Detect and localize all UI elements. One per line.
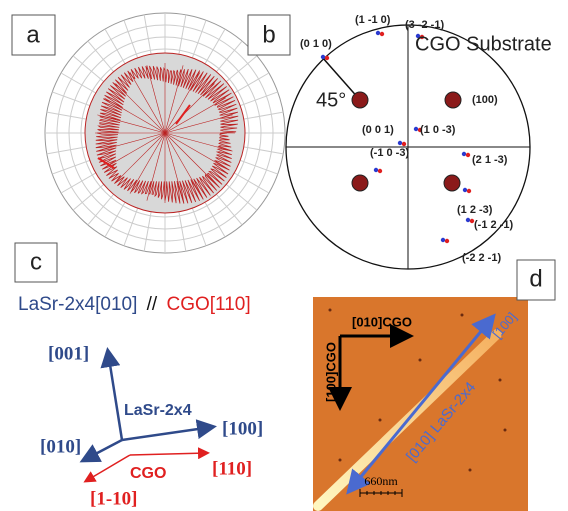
scale-label: 660nm bbox=[364, 474, 398, 488]
speck bbox=[329, 309, 332, 312]
speck bbox=[499, 379, 502, 382]
dot bbox=[378, 169, 382, 173]
speck bbox=[339, 459, 342, 462]
pole-label: (1 0 -3) bbox=[420, 124, 456, 136]
pole bbox=[444, 175, 460, 191]
figure: a b CGO Substrate 45° (1 -1 0) (3 -2 -1) (… bbox=[0, 0, 568, 511]
substrate-label: CGO bbox=[130, 465, 166, 482]
pole bbox=[352, 92, 368, 108]
arrow bbox=[84, 440, 122, 460]
speck bbox=[379, 419, 382, 422]
pole bbox=[445, 92, 461, 108]
dot bbox=[414, 127, 418, 131]
pole-label: (-1 2 -1) bbox=[474, 219, 513, 231]
panel-c: c LaSr-2x4[010] // CGO[110] [001] [100] … bbox=[15, 243, 263, 509]
relation: LaSr-2x4[010] // CGO[110] bbox=[18, 294, 251, 315]
substrate-poles bbox=[352, 92, 461, 191]
pole-label: (1 -1 0) bbox=[355, 14, 391, 26]
arrow bbox=[108, 352, 122, 440]
panel-a: a bbox=[12, 13, 285, 253]
film-poles bbox=[321, 31, 474, 243]
pole-label: (2 1 -3) bbox=[472, 154, 508, 166]
axis-label: [1-10] bbox=[90, 488, 137, 509]
axis-label: [010] bbox=[40, 436, 81, 457]
dot bbox=[402, 142, 406, 146]
speck bbox=[504, 429, 507, 432]
speck bbox=[419, 359, 422, 362]
direction-label: [010]CGO bbox=[352, 314, 412, 329]
pole bbox=[352, 175, 368, 191]
relation-right: CGO[110] bbox=[166, 294, 250, 315]
panel-label: a bbox=[26, 21, 40, 48]
panel-d: d [010]CGO [100]CGO [010] LaSr-2x4 [100]… bbox=[313, 260, 555, 511]
panel-label: b bbox=[262, 21, 275, 48]
speck bbox=[461, 314, 464, 317]
pole-label: (0 1 0) bbox=[300, 38, 332, 50]
dot bbox=[463, 188, 467, 192]
dot bbox=[467, 189, 471, 193]
direction-label: [100]CGO bbox=[323, 342, 338, 402]
axis-label: [100] bbox=[222, 418, 263, 439]
panel-label: d bbox=[529, 265, 542, 292]
dot bbox=[325, 56, 329, 60]
dot bbox=[376, 31, 380, 35]
pole-label: (1 2 -3) bbox=[457, 204, 493, 216]
dot bbox=[466, 153, 470, 157]
pole-label: (3 -2 -1) bbox=[405, 19, 444, 31]
pole-label: (0 0 1) bbox=[362, 124, 394, 136]
arrow bbox=[86, 455, 130, 481]
dot bbox=[441, 238, 445, 242]
dot bbox=[445, 239, 449, 243]
dot bbox=[462, 152, 466, 156]
relation-separator: // bbox=[147, 294, 158, 315]
pole-label: (-2 2 -1) bbox=[462, 252, 501, 264]
dot bbox=[374, 168, 378, 172]
arrow bbox=[122, 427, 212, 440]
film-label: LaSr-2x4 bbox=[124, 402, 192, 419]
relation-left: LaSr-2x4[010] bbox=[18, 294, 137, 315]
pole-label: (-1 0 -3) bbox=[370, 147, 409, 159]
dot bbox=[380, 32, 384, 36]
axis-label: [110] bbox=[212, 458, 252, 479]
axis-label: [001] bbox=[48, 343, 89, 364]
speck bbox=[469, 469, 472, 472]
dot bbox=[321, 55, 325, 59]
panel-label: c bbox=[30, 248, 42, 275]
angle-label: 45° bbox=[316, 89, 346, 111]
panel-title: CGO Substrate bbox=[415, 33, 552, 55]
dot bbox=[398, 141, 402, 145]
arrow bbox=[130, 453, 207, 455]
dot bbox=[466, 218, 470, 222]
panel-b: b CGO Substrate 45° (1 -1 0) (3 -2 -1) (0 … bbox=[248, 14, 552, 269]
pole-label: (100) bbox=[472, 94, 498, 106]
